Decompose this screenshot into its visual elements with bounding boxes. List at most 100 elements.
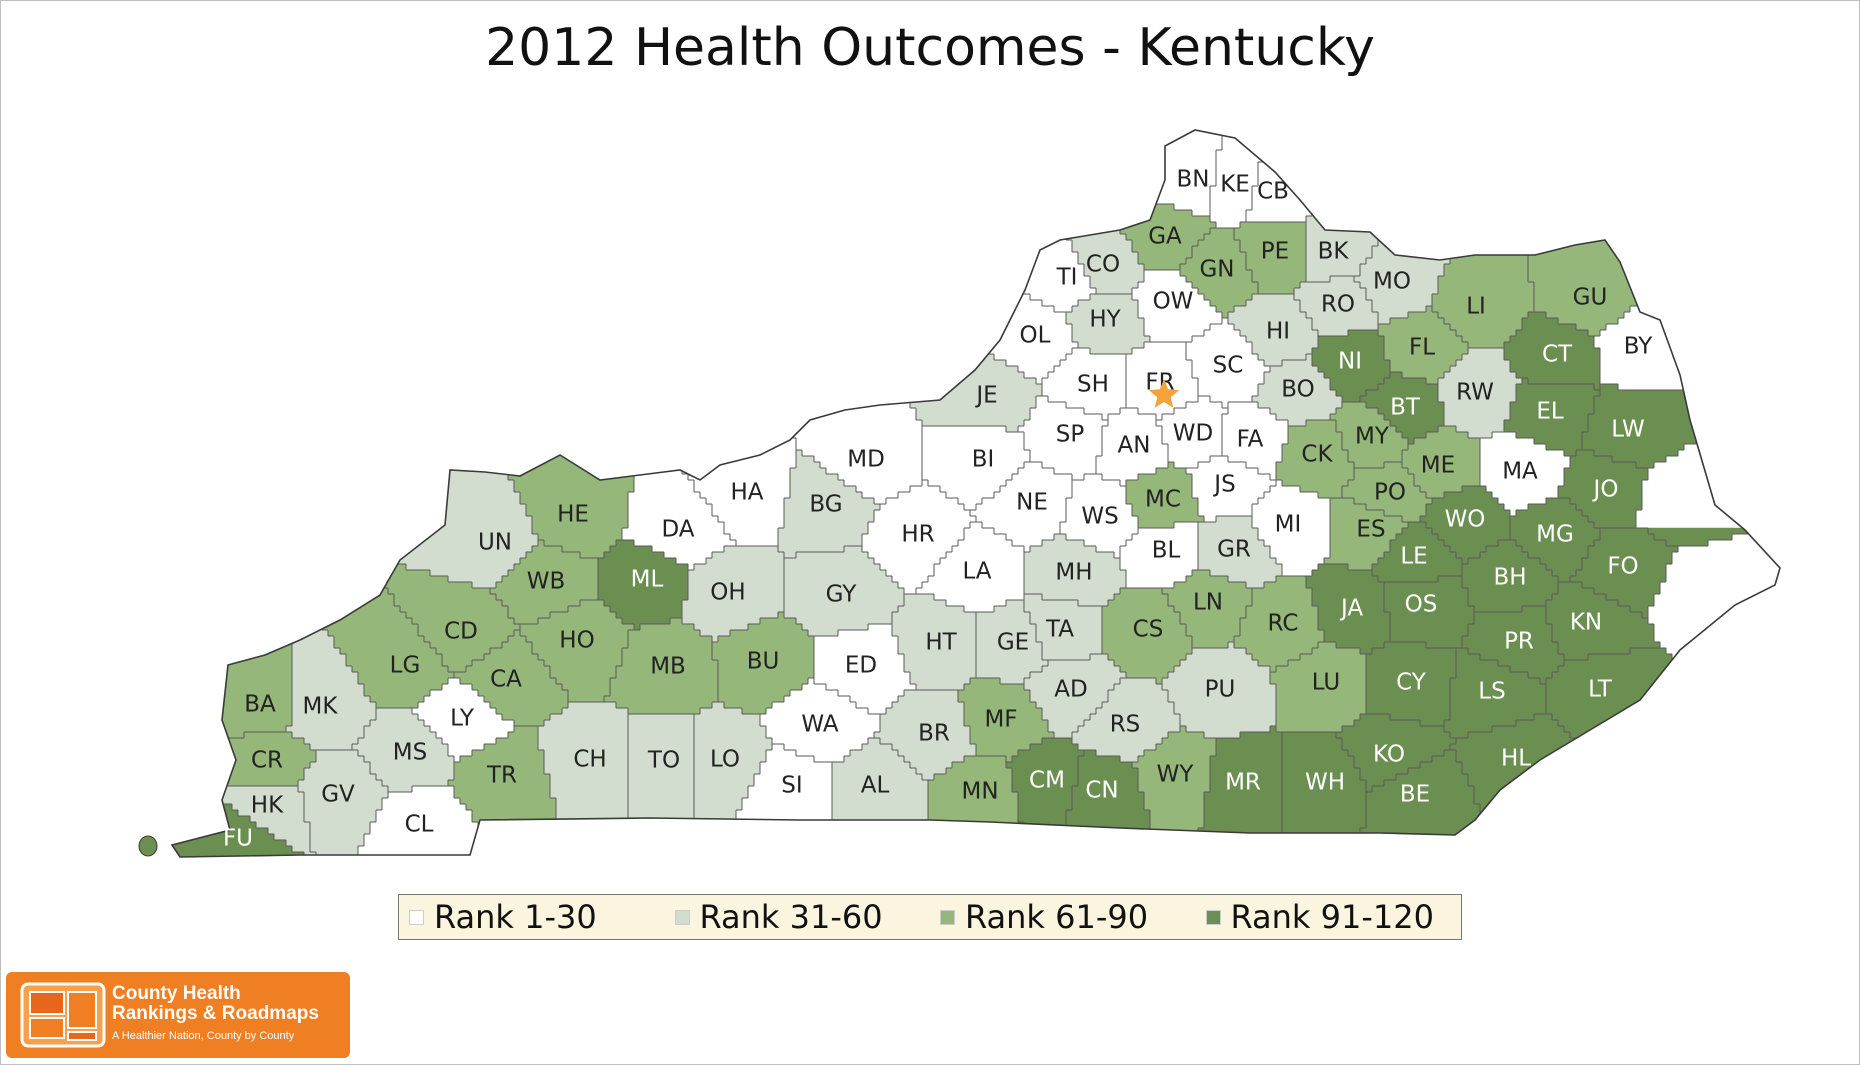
- county-label-ni: NI: [1338, 349, 1362, 375]
- county-label-sp: SP: [1056, 422, 1085, 448]
- county-label-ba: BA: [244, 692, 276, 718]
- county-lw[interactable]: [1581, 383, 1763, 469]
- county-label-cr: CR: [251, 748, 283, 774]
- county-label-cb: CB: [1257, 179, 1289, 205]
- county-label-le: LE: [1400, 544, 1427, 570]
- county-md[interactable]: [681, 131, 923, 505]
- county-label-gn: GN: [1199, 257, 1234, 283]
- county-label-ti: TI: [1056, 265, 1078, 291]
- county-ol[interactable]: [735, 173, 1079, 385]
- county-label-je: JE: [974, 383, 997, 409]
- county-label-hi: HI: [1266, 319, 1290, 345]
- county-label-mo: MO: [1373, 269, 1411, 295]
- county-label-ga: GA: [1148, 224, 1182, 250]
- county-label-wb: WB: [527, 569, 566, 595]
- legend-item-rank-61-90: Rank 61-90: [936, 898, 1196, 936]
- county-label-bk: BK: [1318, 239, 1350, 265]
- county-label-mg: MG: [1536, 522, 1574, 548]
- county-label-hy: HY: [1089, 307, 1121, 333]
- county-label-rs: RS: [1110, 712, 1141, 738]
- county-cr[interactable]: [160, 731, 317, 787]
- county-label-ct: CT: [1542, 342, 1573, 368]
- county-label-da: DA: [661, 517, 694, 543]
- county-label-pr: PR: [1504, 629, 1534, 655]
- county-label-lt: LT: [1588, 677, 1613, 703]
- county-to[interactable]: [627, 713, 695, 870]
- county-label-ed: ED: [845, 653, 877, 679]
- county-label-he: HE: [557, 502, 589, 528]
- county-label-mr: MR: [1225, 770, 1261, 796]
- county-label-la: LA: [962, 559, 991, 585]
- legend-item-rank-31-60: Rank 31-60: [671, 898, 931, 936]
- county-label-lg: LG: [390, 653, 421, 679]
- county-by[interactable]: [1749, 395, 1780, 403]
- county-label-ne: NE: [1016, 490, 1048, 516]
- county-health-rankings-logo[interactable]: County Health Rankings & Roadmaps A Heal…: [6, 972, 350, 1058]
- county-label-me: ME: [1421, 453, 1455, 479]
- legend: Rank 1-30 Rank 31-60 Rank 61-90 Rank 91-…: [398, 894, 1462, 940]
- county-label-el: EL: [1536, 399, 1564, 425]
- county-label-rw: RW: [1456, 380, 1494, 406]
- county-label-cn: CN: [1085, 778, 1118, 804]
- county-label-to: TO: [647, 748, 680, 774]
- county-label-mk: MK: [303, 694, 339, 720]
- legend-label: Rank 1-30: [434, 898, 597, 936]
- county-label-wo: WO: [1445, 507, 1486, 533]
- county-label-gy: GY: [826, 582, 858, 608]
- county-label-ch: CH: [573, 747, 606, 773]
- county-label-hk: HK: [251, 793, 284, 819]
- legend-swatch-rank-91-120: [1205, 909, 1221, 925]
- logo-line-1: County Health: [112, 983, 241, 1004]
- county-label-sh: SH: [1077, 372, 1109, 398]
- county-label-po: PO: [1374, 480, 1406, 506]
- county-label-ml: ML: [631, 567, 664, 593]
- county-label-ma: MA: [1502, 459, 1538, 485]
- county-label-si: SI: [781, 773, 802, 799]
- logo-line-2: Rankings & Roadmaps: [112, 1003, 319, 1024]
- county-label-ta: TA: [1045, 617, 1074, 643]
- county-label-be: BE: [1400, 782, 1430, 808]
- county-label-bg: BG: [809, 492, 842, 518]
- legend-swatch-rank-31-60: [674, 909, 690, 925]
- county-label-fa: FA: [1237, 427, 1264, 453]
- map-title: 2012 Health Outcomes - Kentucky: [485, 18, 1375, 78]
- county-label-mb: MB: [650, 654, 686, 680]
- logo-title: County Health Rankings & Roadmaps: [112, 984, 319, 1024]
- county-label-ho: HO: [559, 628, 594, 654]
- legend-label: Rank 31-60: [699, 898, 883, 936]
- county-label-os: OS: [1405, 592, 1438, 618]
- county-label-my: MY: [1355, 424, 1390, 450]
- county-label-fo: FO: [1607, 554, 1638, 580]
- county-label-by: BY: [1624, 334, 1654, 360]
- county-label-cs: CS: [1133, 617, 1164, 643]
- county-label-bl: BL: [1152, 538, 1181, 564]
- county-label-ow: OW: [1153, 289, 1194, 315]
- county-gu[interactable]: [1521, 191, 1786, 337]
- county-label-lu: LU: [1312, 670, 1341, 696]
- county-label-bi: BI: [972, 447, 995, 473]
- county-label-es: ES: [1356, 517, 1385, 543]
- county-ch[interactable]: [537, 701, 629, 870]
- county-label-js: JS: [1212, 472, 1235, 498]
- legend-label: Rank 61-90: [965, 898, 1149, 936]
- county-label-ht: HT: [925, 630, 957, 656]
- county-ti[interactable]: [675, 120, 1097, 313]
- county-label-ln: LN: [1193, 590, 1223, 616]
- county-fu-exclave: [138, 835, 158, 857]
- county-label-an: AN: [1118, 433, 1151, 459]
- county-label-cd: CD: [444, 619, 478, 645]
- county-ba[interactable]: [160, 389, 299, 745]
- county-un[interactable]: [160, 120, 539, 589]
- county-label-ls: LS: [1478, 679, 1505, 705]
- county-label-gr: GR: [1217, 537, 1251, 563]
- county-label-co: CO: [1086, 252, 1120, 278]
- county-label-mn: MN: [961, 779, 998, 805]
- county-label-mt: MT: [1661, 487, 1696, 513]
- county-label-md: MD: [847, 447, 885, 473]
- legend-swatch-rank-1-30: [409, 909, 424, 925]
- county-label-wh: WH: [1305, 770, 1345, 796]
- county-hl[interactable]: [1449, 713, 1715, 870]
- county-label-tr: TR: [486, 763, 517, 789]
- county-label-bt: BT: [1390, 395, 1421, 421]
